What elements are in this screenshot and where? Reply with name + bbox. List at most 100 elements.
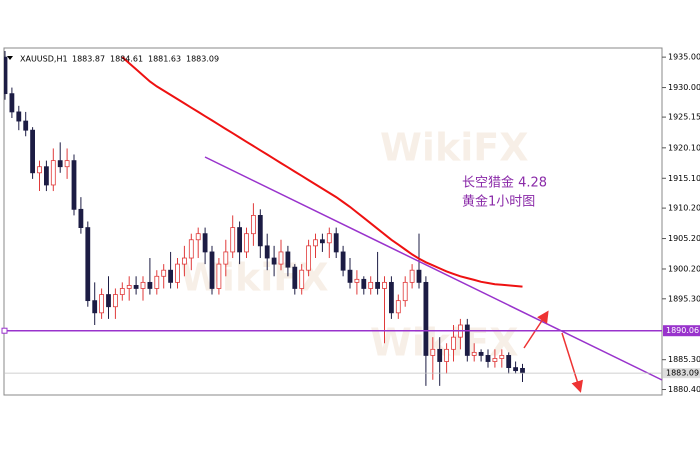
header-open: 1883.87 [72, 55, 105, 64]
trendline [204, 156, 663, 381]
candle-body [147, 281, 153, 289]
candle-body [237, 227, 243, 253]
candle-body [133, 285, 139, 289]
header-close: 1883.09 [186, 55, 219, 64]
candle-body [140, 281, 146, 289]
annotation: 长空猎金 4.28 [462, 175, 547, 191]
candle-body [71, 160, 77, 210]
candle-body [37, 166, 42, 174]
candle-body [57, 160, 63, 168]
header-low: 1881.63 [148, 55, 181, 64]
candle-body [402, 281, 408, 302]
annotation: 黄金1小时图 [462, 194, 535, 210]
moving-average [121, 56, 523, 288]
candle-body [499, 355, 505, 359]
level-label: 1890.06 [666, 326, 699, 335]
header-icon [7, 56, 13, 60]
candle-body [78, 208, 84, 228]
candle-body [244, 233, 249, 253]
candle-body [506, 355, 512, 369]
candle-body [188, 239, 194, 259]
candle-body [202, 233, 208, 253]
candle-body [416, 269, 422, 283]
candle-body [278, 251, 284, 265]
y-tick-label: 1910.20 [668, 204, 700, 213]
candle-body [444, 348, 450, 362]
candle-body [106, 294, 111, 308]
candle-body [340, 251, 346, 271]
candle-body [306, 245, 312, 271]
candle-body [299, 269, 305, 289]
watermark: WikiFX [380, 126, 529, 170]
candle-body [168, 269, 174, 283]
y-tick-label: 1920.10 [668, 143, 700, 152]
candle-body [30, 129, 36, 174]
candle-body [423, 281, 429, 356]
level-handle [1, 327, 8, 334]
y-tick-label: 1885.30 [668, 355, 700, 364]
candle-body [326, 233, 332, 244]
candle-body [195, 233, 201, 241]
candle-body [333, 233, 339, 253]
candle-body [375, 281, 381, 289]
candle-body [347, 269, 353, 283]
candle-body [382, 281, 387, 289]
candle-body [492, 358, 498, 362]
candle-body [223, 251, 229, 265]
candle-body [451, 336, 456, 350]
candle-body [161, 269, 167, 277]
y-tick-label: 1915.10 [668, 174, 700, 183]
candle-body [216, 263, 222, 289]
candle-body [368, 281, 374, 289]
candle-body [520, 367, 525, 374]
plot-frame [3, 47, 663, 396]
candle-body [264, 245, 270, 259]
candle-body [64, 160, 70, 168]
candle-body [257, 215, 263, 247]
price-label: 1883.09 [666, 369, 699, 378]
candle-body [9, 93, 15, 113]
candle-body [23, 120, 29, 131]
candle-body [4, 56, 8, 95]
price-label-box [663, 368, 700, 379]
candle-body [464, 324, 470, 356]
y-tick-label: 1900.20 [668, 264, 700, 273]
candle-body [250, 215, 256, 235]
candle-body [478, 351, 484, 356]
candle-body [354, 278, 360, 283]
candle-body [113, 294, 118, 308]
candle-body [175, 263, 180, 283]
y-tick-label: 1880.40 [668, 385, 700, 394]
candle-body [388, 281, 394, 314]
candle-body [126, 285, 132, 289]
level-label-box [663, 325, 700, 337]
candle-body [85, 227, 91, 302]
candle-body [485, 355, 491, 362]
header-high: 1884.61 [110, 55, 143, 64]
candle-body [395, 300, 401, 314]
candle-body [437, 348, 443, 362]
candle-body [361, 278, 367, 289]
candle-body [16, 111, 22, 122]
y-tick-label: 1935.00 [668, 53, 700, 62]
candle-body [154, 275, 160, 289]
candle-body [471, 351, 477, 356]
y-tick-label: 1905.20 [668, 234, 700, 243]
y-tick-label: 1930.00 [668, 83, 700, 92]
candle-body [50, 160, 56, 186]
candle-body [513, 367, 518, 372]
candle-body [99, 294, 104, 314]
y-tick-label: 1925.15 [668, 113, 700, 122]
candle-body [209, 251, 215, 289]
candle-body [230, 227, 236, 253]
candle-body [181, 257, 187, 265]
candle-body [319, 239, 325, 244]
candle-body [409, 269, 415, 283]
candle-body [119, 288, 125, 295]
y-tick-label: 1895.30 [668, 294, 700, 303]
candle-body [285, 251, 291, 268]
candle-body [271, 257, 277, 265]
candle-body [430, 348, 436, 356]
